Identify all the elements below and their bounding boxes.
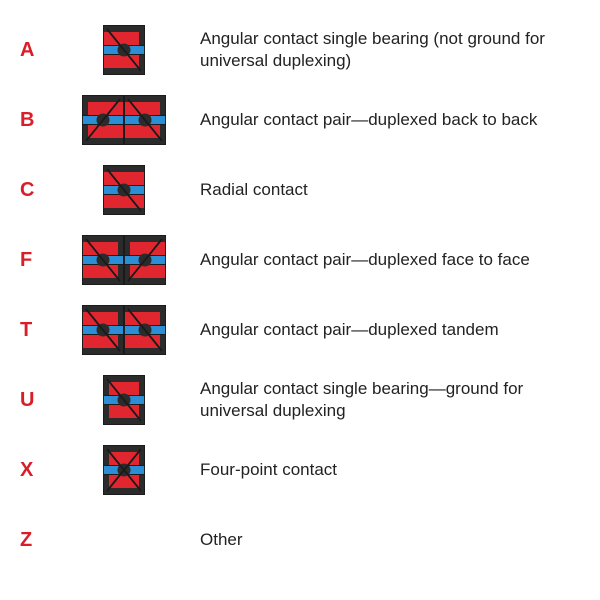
bearing-icon	[64, 235, 184, 285]
bearing-icon	[64, 25, 184, 75]
bearing-description: Angular contact pair—duplexed back to ba…	[184, 109, 580, 131]
bearing-code: X	[20, 459, 64, 482]
bearing-description: Four-point contact	[184, 459, 580, 481]
bearing-code: T	[20, 319, 64, 342]
bearing-icon	[64, 445, 184, 495]
bearing-description: Angular contact single bearing (not grou…	[184, 28, 580, 72]
bearing-code: U	[20, 389, 64, 412]
bearing-row: Z Other	[20, 514, 580, 566]
bearing-code: F	[20, 249, 64, 272]
bearing-description: Other	[184, 529, 580, 551]
bearing-row: C Radial contact	[20, 164, 580, 216]
bearing-row: F Angular contact pair—duplexed face to …	[20, 234, 580, 286]
bearing-description: Angular contact pair—duplexed tandem	[184, 319, 580, 341]
bearing-icon	[64, 165, 184, 215]
bearing-row: U Angular contact single bearing—ground …	[20, 374, 580, 426]
bearing-code: B	[20, 109, 64, 132]
bearing-icon	[64, 305, 184, 355]
bearing-code: Z	[20, 529, 64, 552]
bearing-type-list: A Angular contact single bearing (not gr…	[20, 24, 580, 566]
bearing-description: Angular contact pair—duplexed face to fa…	[184, 249, 580, 271]
bearing-icon	[64, 375, 184, 425]
bearing-row: A Angular contact single bearing (not gr…	[20, 24, 580, 76]
bearing-icon	[64, 95, 184, 145]
bearing-description: Angular contact single bearing—ground fo…	[184, 378, 580, 422]
bearing-code: A	[20, 39, 64, 62]
bearing-row: X Four-point contact	[20, 444, 580, 496]
bearing-row: B Angular contact pair—duplexed back to …	[20, 94, 580, 146]
bearing-code: C	[20, 179, 64, 202]
bearing-description: Radial contact	[184, 179, 580, 201]
bearing-row: T Angular contact pair—duplexed tandem	[20, 304, 580, 356]
